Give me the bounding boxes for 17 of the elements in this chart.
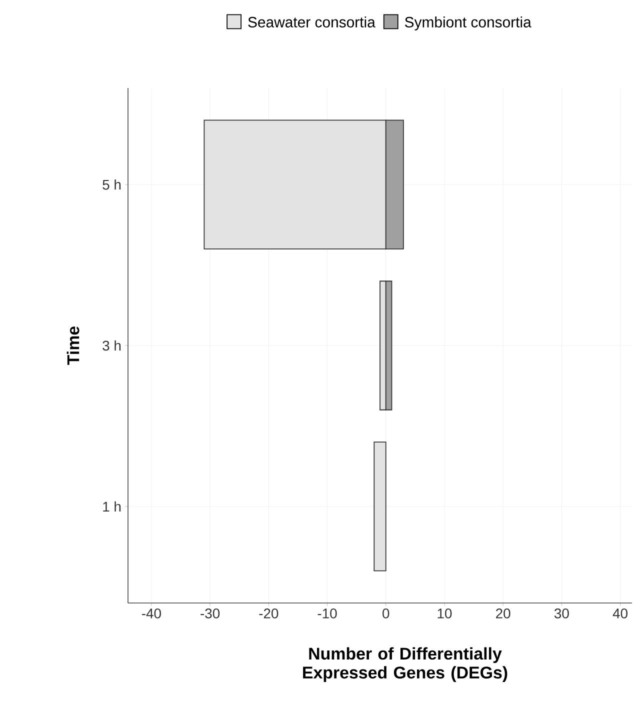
x-tick-label: -10 <box>318 608 337 618</box>
x-tick-label: 0 <box>382 608 390 618</box>
x-tick-label: -20 <box>259 608 278 618</box>
x-tick-label: -40 <box>142 608 161 618</box>
legend-label: Seawater consortia <box>248 16 376 28</box>
y-tick-label: 3 h <box>102 340 121 351</box>
legend-label: Symbiont consortia <box>404 16 532 30</box>
y-tick-label: 5 h <box>102 179 121 190</box>
x-tick-label: 30 <box>554 608 569 618</box>
x-axis-title: Number of Differentially Expressed Genes (DEGs) <box>303 647 508 682</box>
x-tick-label: -30 <box>200 608 220 618</box>
x-tick-label: 40 <box>612 608 628 618</box>
x-tick-label: 10 <box>438 608 452 618</box>
bar <box>374 442 386 572</box>
y-tick-label: 1 h <box>103 501 121 512</box>
y-axis-title: Time <box>66 326 80 365</box>
x-tick-label: 20 <box>496 608 510 618</box>
